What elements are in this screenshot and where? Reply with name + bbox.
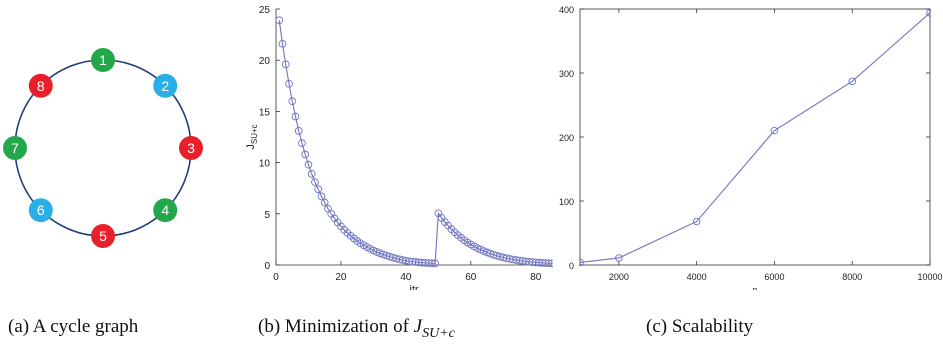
minimization-chart: 0 20 40 60 80 0 5 10 15 20 25 itr JSU+c — [245, 5, 553, 296]
x-tick-label: 10000 — [917, 272, 942, 282]
data-point — [281, 60, 290, 69]
data-point — [317, 192, 326, 201]
x-tick-label: 8000 — [842, 272, 862, 282]
x-tick-label: 4000 — [687, 272, 707, 282]
data-point — [285, 79, 293, 88]
data-point — [431, 259, 439, 268]
y-tick-label: 0 — [264, 261, 270, 272]
graph-node-circle — [179, 136, 203, 160]
graph-node-2: 2 — [153, 73, 178, 98]
graph-node-circle — [28, 198, 53, 223]
graph-node-circle — [91, 224, 115, 248]
caption-b-text: (b) Minimization of — [258, 316, 414, 337]
x-tick-label: 0 — [273, 272, 279, 283]
x-tick-label: 20 — [335, 272, 347, 283]
cycle-graph-figure: 1 2 3 4 5 6 7 8 — [3, 48, 203, 248]
graph-node-label: 4 — [161, 202, 169, 218]
x-tick-label: 6000 — [764, 272, 784, 282]
minimization-chart-panel: 0 20 40 60 80 0 5 10 15 20 25 itr JSU+c — [232, 0, 562, 296]
series-0 — [579, 9, 931, 267]
graph-node-circle — [153, 73, 178, 98]
data-point — [428, 259, 436, 268]
x-tick-label: 80 — [530, 272, 542, 283]
graph-node-5: 5 — [91, 224, 115, 248]
data-point — [294, 127, 303, 135]
graph-node-circle — [28, 73, 53, 98]
x-tick-label: 40 — [400, 272, 412, 283]
plot-frame — [579, 8, 931, 266]
caption-c: (c) Scalability — [646, 316, 754, 337]
data-point — [483, 248, 491, 257]
data-point — [304, 160, 313, 169]
data-point — [301, 150, 310, 159]
data-point — [579, 258, 584, 267]
data-point — [307, 170, 316, 178]
x-axis-label: n — [752, 285, 757, 290]
data-point — [275, 16, 284, 25]
x-axis-label: itr — [409, 284, 419, 290]
y-tick-label: 5 — [264, 210, 270, 221]
graph-node-6: 6 — [28, 198, 53, 223]
graph-node-label: 2 — [161, 78, 169, 94]
y-axis-label-main: J — [245, 144, 257, 150]
data-point — [372, 248, 381, 256]
graph-node-4: 4 — [153, 198, 178, 223]
graph-node-1: 1 — [91, 48, 115, 72]
graph-node-label: 6 — [37, 202, 45, 218]
y-axis-label-subscript: SU+c — [250, 124, 259, 144]
data-point — [479, 247, 488, 255]
graph-node-3: 3 — [179, 136, 203, 160]
data-point — [770, 126, 779, 135]
series-line — [278, 20, 553, 264]
x-tick-label: 60 — [465, 272, 477, 283]
graph-node-label: 8 — [37, 78, 45, 94]
y-tick-label: 300 — [559, 69, 574, 79]
data-point — [376, 249, 384, 258]
x-tick-label: 2000 — [609, 272, 629, 282]
series-0 — [275, 16, 553, 268]
data-point — [615, 254, 623, 262]
graph-node-circle — [3, 136, 27, 160]
series-line — [579, 12, 931, 263]
data-point — [298, 139, 306, 147]
graph-node-circle — [153, 198, 178, 223]
data-point — [548, 259, 553, 268]
graph-node-label: 3 — [187, 140, 195, 156]
data-point — [311, 178, 319, 186]
y-tick-label: 20 — [259, 56, 271, 67]
y-tick-label: 400 — [559, 5, 574, 15]
graph-node-7: 7 — [3, 136, 27, 160]
data-point — [314, 185, 323, 194]
graph-node-label: 5 — [99, 228, 107, 244]
y-tick-label: 15 — [259, 107, 271, 118]
graph-node-circle — [91, 48, 115, 72]
y-tick-label: 10 — [259, 159, 271, 170]
data-point — [278, 39, 287, 48]
data-point — [848, 77, 856, 86]
graph-node-8: 8 — [28, 73, 53, 98]
y-axis-label: JSU+c — [245, 124, 259, 149]
caption-b: (b) Minimization of JSU+c — [258, 316, 455, 342]
y-tick-label: 0 — [569, 261, 574, 271]
graph-node-label: 1 — [99, 52, 107, 68]
data-point — [544, 259, 553, 268]
y-tick-label: 200 — [559, 133, 574, 143]
data-point — [320, 198, 329, 207]
graph-node-label: 7 — [11, 140, 19, 156]
caption-b-math: J — [413, 316, 423, 337]
data-point — [926, 9, 931, 17]
data-point — [692, 217, 701, 226]
scalability-chart: 2000400060008000100000100200300400ntime(… — [544, 5, 943, 295]
data-point — [288, 97, 297, 106]
data-point — [291, 112, 300, 121]
scalability-chart-panel: 2000400060008000100000100200300400ntime(… — [544, 0, 943, 295]
caption-a: (a) A cycle graph — [8, 316, 139, 337]
y-tick-label: 25 — [259, 5, 271, 16]
cycle-graph-panel: 1 2 3 4 5 6 7 8 — [0, 0, 210, 290]
y-tick-label: 100 — [559, 197, 574, 207]
caption-b-subscript: SU+c — [422, 325, 455, 341]
